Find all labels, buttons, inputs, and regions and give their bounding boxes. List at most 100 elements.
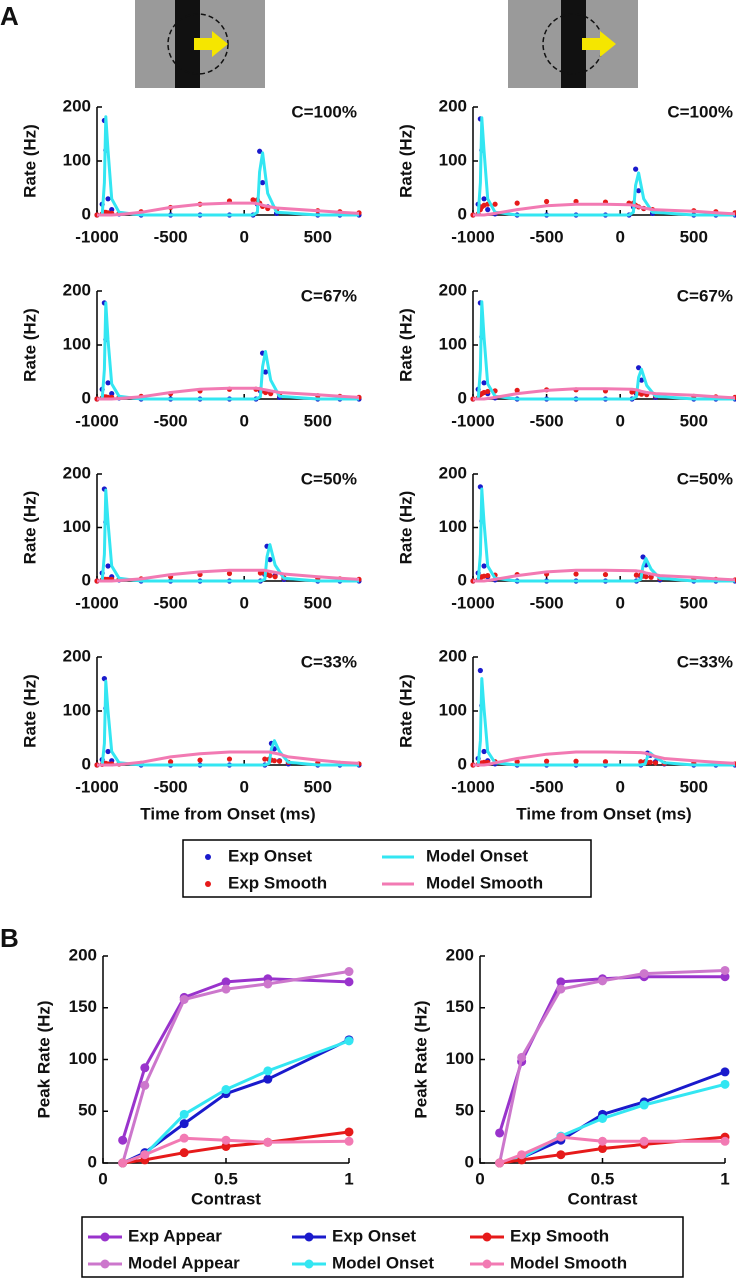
data-point xyxy=(720,965,730,975)
data-point xyxy=(643,574,649,580)
y-tick-label: 100 xyxy=(63,700,91,719)
data-point xyxy=(647,759,653,765)
motion-arrow xyxy=(194,31,228,57)
data-point xyxy=(720,972,730,982)
series-line xyxy=(97,201,360,217)
series-line xyxy=(121,977,350,1141)
y-tick-label: 0 xyxy=(465,1152,474,1171)
series-line xyxy=(473,677,735,767)
data-point xyxy=(140,1150,150,1160)
series-line xyxy=(473,750,736,767)
data-point xyxy=(344,967,354,977)
y-tick-label: 0 xyxy=(458,754,467,773)
series-line xyxy=(473,568,736,583)
x-tick-label: 0 xyxy=(239,411,248,430)
y-axis-label: Rate (Hz) xyxy=(396,491,415,565)
x-axis-label: Time from Onset (ms) xyxy=(516,804,691,823)
y-tick-label: 150 xyxy=(69,997,97,1016)
data-point xyxy=(179,1148,189,1158)
legend-marker xyxy=(100,1259,110,1269)
y-tick-label: 100 xyxy=(63,150,91,169)
data-point xyxy=(179,1119,189,1129)
data-point xyxy=(517,1052,527,1062)
data-point xyxy=(481,748,487,755)
legend-marker xyxy=(100,1232,110,1242)
axes xyxy=(96,657,359,766)
data-point xyxy=(495,1128,505,1138)
data-point xyxy=(481,380,487,386)
data-point xyxy=(556,1150,566,1160)
y-tick-label: 200 xyxy=(63,96,91,115)
annotation: C=67% xyxy=(301,286,357,305)
series-line xyxy=(121,970,350,1164)
y-axis-label: Rate (Hz) xyxy=(20,308,39,382)
y-tick-label: 200 xyxy=(439,463,467,482)
x-tick-label: -1000 xyxy=(451,227,494,246)
x-tick-label: -500 xyxy=(154,227,188,246)
y-axis-label: Peak Rate (Hz) xyxy=(411,1000,430,1118)
y-tick-label: 200 xyxy=(439,646,467,665)
panel-label: B xyxy=(0,923,19,953)
x-tick-label: 500 xyxy=(680,593,708,612)
legend-label: Model Smooth xyxy=(510,1253,627,1272)
x-axis-label: Contrast xyxy=(191,1189,261,1208)
y-tick-label: 0 xyxy=(88,1152,97,1171)
y-tick-label: 0 xyxy=(82,754,91,773)
annotation: C=33% xyxy=(301,652,357,671)
data-point xyxy=(118,1158,128,1168)
data-point xyxy=(639,1136,649,1146)
y-axis-label: Rate (Hz) xyxy=(396,674,415,748)
data-point xyxy=(140,1080,150,1090)
x-tick-label: 0 xyxy=(475,1169,484,1188)
data-point xyxy=(226,570,233,577)
data-point xyxy=(543,198,550,205)
y-tick-label: 150 xyxy=(446,997,474,1016)
motion-arrow xyxy=(582,31,616,57)
data-point xyxy=(481,563,487,569)
y-axis-label: Rate (Hz) xyxy=(396,124,415,198)
data-point xyxy=(477,667,483,674)
series-line xyxy=(498,969,726,1164)
legend-label: Exp Onset xyxy=(228,846,312,865)
legend-marker xyxy=(304,1259,314,1269)
axes xyxy=(96,474,359,582)
data-point xyxy=(720,1079,730,1089)
legend-marker xyxy=(205,854,211,860)
series-line xyxy=(498,975,725,1134)
data-point xyxy=(276,758,283,764)
y-tick-label: 200 xyxy=(63,463,91,482)
y-tick-label: 100 xyxy=(439,700,467,719)
x-tick-label: -1000 xyxy=(75,411,118,430)
x-tick-label: -500 xyxy=(530,777,564,796)
x-tick-label: -1000 xyxy=(451,777,494,796)
axes xyxy=(96,107,359,216)
series-line xyxy=(499,1082,726,1165)
y-tick-label: 100 xyxy=(69,1049,97,1068)
data-point xyxy=(344,1036,354,1046)
data-point xyxy=(543,758,550,764)
data-point xyxy=(598,976,607,986)
stimulus-icon xyxy=(508,0,638,88)
data-point xyxy=(263,1074,273,1084)
legend-label: Model Appear xyxy=(128,1253,240,1272)
data-point xyxy=(514,387,520,393)
data-point xyxy=(517,1150,527,1160)
data-point xyxy=(267,557,273,563)
series-line xyxy=(97,488,359,583)
data-point xyxy=(344,977,354,987)
legend-label: Model Onset xyxy=(426,846,528,865)
data-point xyxy=(573,758,579,764)
x-tick-label: 0 xyxy=(239,777,248,796)
x-tick-label: -1000 xyxy=(451,411,494,430)
data-point xyxy=(640,554,646,560)
series-line xyxy=(473,300,735,401)
data-point xyxy=(556,977,566,987)
data-point xyxy=(105,748,111,755)
y-tick-label: 100 xyxy=(439,150,467,169)
annotation: C=50% xyxy=(301,469,357,488)
axes xyxy=(472,474,735,582)
data-point xyxy=(105,563,111,569)
data-point xyxy=(485,573,491,579)
data-point xyxy=(259,180,266,186)
x-tick-label: -500 xyxy=(154,411,188,430)
